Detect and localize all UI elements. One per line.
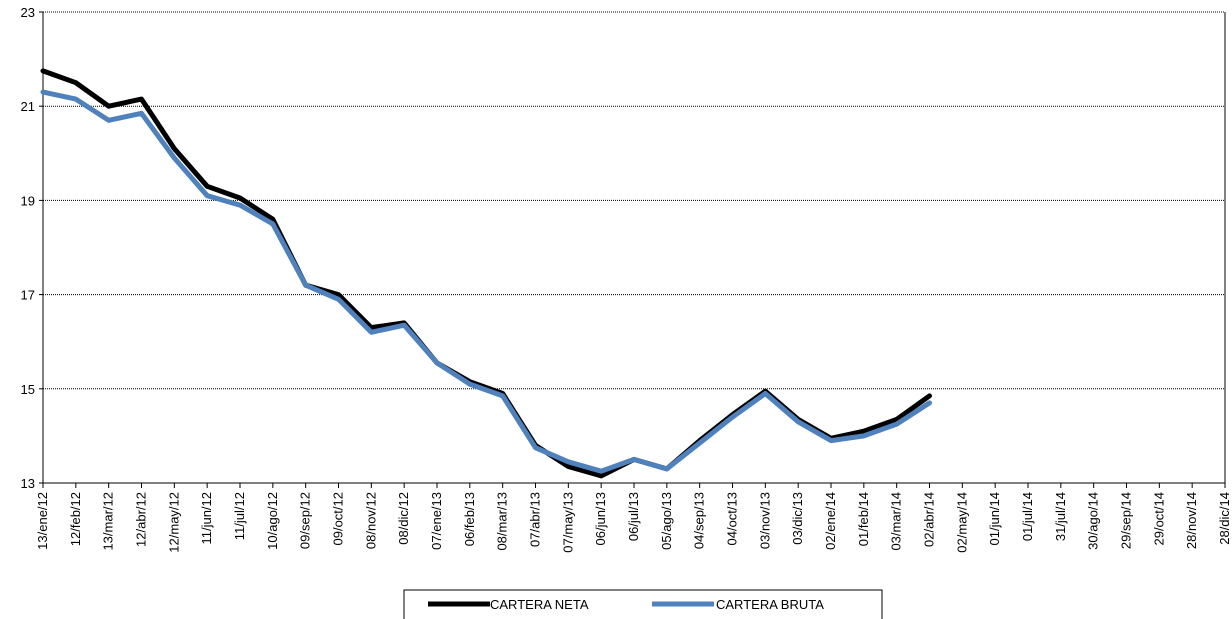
x-tick-label: 01/jul/14	[1020, 492, 1035, 541]
series-line-cartera-neta	[40, 68, 932, 479]
x-tick-label: 01/jun/14	[987, 492, 1002, 546]
x-tick-label: 08/mar/13	[495, 492, 510, 551]
x-tick-label: 07/abr/13	[528, 492, 543, 547]
x-tick-label: 11/jul/12	[232, 492, 247, 540]
x-tick-label: 29/oct/14	[1151, 492, 1166, 546]
x-tick-label: 01/feb/14	[856, 492, 871, 546]
x-tick-label: 03/dic/13	[790, 492, 805, 545]
x-tick-label: 28/dic/14	[1217, 492, 1232, 545]
series-line-cartera-bruta	[40, 89, 932, 474]
x-tick-label: 04/oct/13	[725, 492, 740, 546]
x-tick-label: 28/nov/14	[1184, 492, 1199, 549]
x-tick-label: 09/sep/12	[298, 492, 313, 549]
y-tick-label: 23	[21, 5, 35, 20]
x-tick-label: 07/may/13	[560, 492, 575, 553]
x-tick-label: 07/ene/13	[429, 492, 444, 550]
legend: CARTERA NETA CARTERA BRUTA	[403, 589, 883, 619]
x-tick-label: 02/abr/14	[922, 492, 937, 547]
y-tick-label: 15	[21, 382, 35, 397]
legend-label-cartera-neta: CARTERA NETA	[490, 597, 589, 612]
x-tick-label: 04/sep/13	[692, 492, 707, 549]
x-tick-label: 08/dic/12	[396, 492, 411, 545]
x-tick-label: 06/jun/13	[593, 492, 608, 546]
x-tick-label: 13/ene/12	[35, 492, 50, 550]
x-tick-label: 13/mar/12	[101, 492, 116, 551]
series-lines	[40, 68, 932, 479]
x-tick-label: 12/abr/12	[134, 492, 149, 547]
x-axis-ticks: 13/ene/12 12/feb/12 13/mar/12 12/abr/12 12/m…	[35, 483, 1232, 553]
x-tick-label: 03/mar/14	[889, 492, 904, 551]
x-tick-label: 31/jul/14	[1053, 492, 1068, 541]
gridlines	[43, 11, 1225, 484]
x-tick-label: 11/jun/12	[199, 492, 214, 545]
x-tick-label: 02/may/14	[954, 492, 969, 553]
x-tick-label: 06/feb/13	[462, 492, 477, 546]
x-tick-label: 09/oct/12	[331, 492, 346, 546]
x-tick-label: 03/nov/13	[757, 492, 772, 549]
y-tick-label: 21	[21, 99, 35, 114]
legend-label-cartera-bruta: CARTERA BRUTA	[716, 597, 824, 612]
x-tick-label: 30/ago/14	[1086, 492, 1101, 550]
plot-area	[42, 12, 1226, 484]
y-tick-label: 13	[21, 476, 35, 491]
x-tick-label: 05/ago/13	[659, 492, 674, 550]
y-tick-label: 17	[21, 288, 35, 303]
x-tick-label: 08/nov/12	[363, 492, 378, 549]
x-tick-label: 29/sep/14	[1119, 492, 1134, 549]
x-tick-label: 02/ene/14	[823, 492, 838, 550]
x-tick-label: 06/jul/13	[626, 492, 641, 541]
x-tick-label: 12/feb/12	[68, 492, 83, 546]
x-tick-label: 12/may/12	[166, 492, 181, 553]
x-tick-label: 10/ago/12	[265, 492, 280, 550]
y-tick-label: 19	[21, 193, 35, 208]
y-axis-ticks: 13 15 17 19 21 23	[21, 5, 43, 491]
